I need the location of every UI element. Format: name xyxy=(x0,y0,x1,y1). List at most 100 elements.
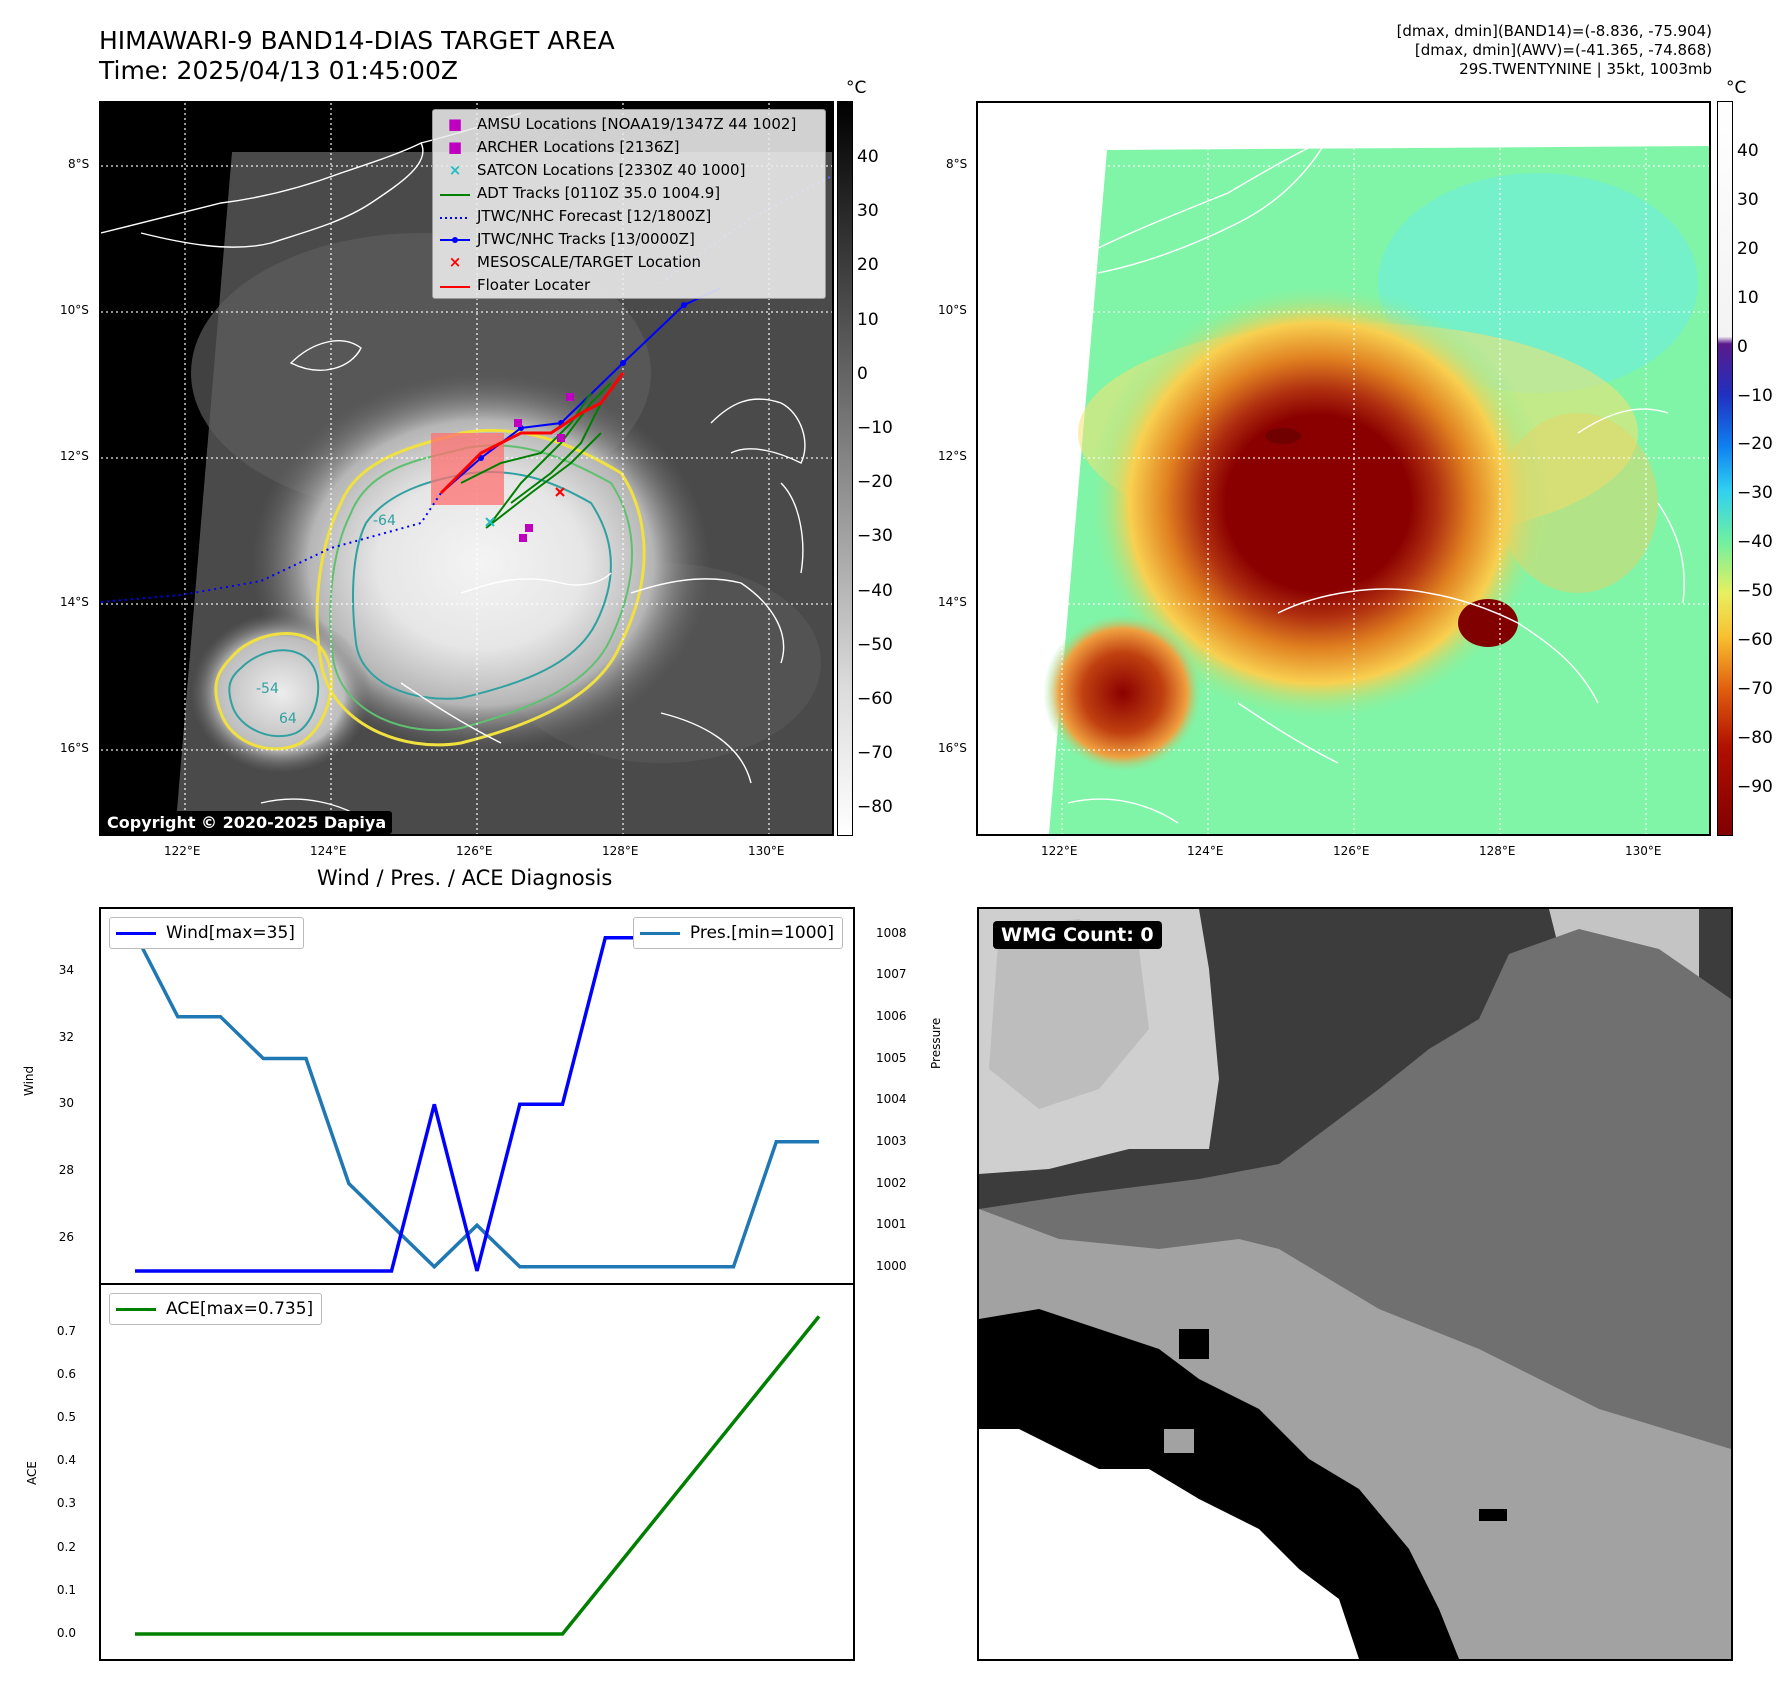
lat-label: 8°S xyxy=(946,157,968,171)
colorbar-tick-label: −40 xyxy=(1737,532,1773,553)
legend-item: ■ AMSU Locations [NOAA19/1347Z 44 1002] xyxy=(447,114,797,133)
legend-label: JTWC/NHC Tracks [13/0000Z] xyxy=(477,229,695,248)
awv-colorbar xyxy=(1717,101,1733,836)
lon-label: 126°E xyxy=(1333,844,1370,858)
colorbar-tick-label: −10 xyxy=(857,418,893,438)
lat-label: 12°S xyxy=(938,449,967,463)
lon-label: 122°E xyxy=(1041,844,1078,858)
axis-tick-label: 0.5 xyxy=(56,1409,76,1424)
colorbar-tick-label: −50 xyxy=(1737,581,1773,602)
map-legend: ■ AMSU Locations [NOAA19/1347Z 44 1002] ■… xyxy=(432,109,826,299)
lat-label: 12°S xyxy=(60,449,89,463)
colorbar-tick-label: 20 xyxy=(857,255,879,276)
wind-axis-label: Wind xyxy=(22,1065,36,1096)
legend-item: JTWC/NHC Tracks [13/0000Z] xyxy=(433,227,825,250)
lon-label: 128°E xyxy=(1479,844,1516,858)
axis-tick-label: 0.6 xyxy=(56,1366,76,1381)
wmg-count-badge: WMG Count: 0 xyxy=(993,921,1162,949)
colorbar-tick-label: 10 xyxy=(1737,287,1759,308)
awv-map-canvas xyxy=(978,103,1709,834)
contour-label: -64 xyxy=(373,513,396,529)
wind-legend: Wind[max=35] xyxy=(109,917,304,949)
colorbar-tick-label: −30 xyxy=(1737,483,1773,504)
legend-item: Floater Locater xyxy=(433,273,825,296)
colorbar-tick-label: 40 xyxy=(1737,141,1759,161)
colorbar-tick-label: 40 xyxy=(857,147,879,167)
axis-tick-label: 0.3 xyxy=(56,1496,76,1511)
axis-tick-label: 1005 xyxy=(876,1050,907,1065)
lon-label: 128°E xyxy=(602,844,639,858)
ace-legend: ACE[max=0.735] xyxy=(109,1293,323,1325)
lat-label: 16°S xyxy=(60,741,89,755)
axis-tick-label: 1001 xyxy=(876,1217,907,1232)
legend-item: × SATCON Locations [2330Z 40 1000] xyxy=(448,160,746,179)
wmg-panel: WMG Count: 0 xyxy=(977,907,1733,1661)
axis-tick-label: 34 xyxy=(58,963,74,977)
legend-item: ■ ARCHER Locations [2136Z] xyxy=(447,137,680,156)
lat-label: 8°S xyxy=(68,157,90,171)
legend-item: ADT Tracks [0110Z 35.0 1004.9] xyxy=(433,181,825,204)
legend-label: SATCON Locations [2330Z 40 1000] xyxy=(477,160,746,179)
figure-title: HIMAWARI-9 BAND14-DIAS TARGET AREA Time:… xyxy=(99,26,615,86)
legend-label: ARCHER Locations [2136Z] xyxy=(477,137,680,156)
axis-tick-label: 0.7 xyxy=(56,1323,76,1338)
colorbar-tick-label: −50 xyxy=(857,634,893,655)
wind-legend-label: Wind[max=35] xyxy=(166,923,295,943)
adt-tracks xyxy=(460,382,612,529)
colorbar-tick-label: 10 xyxy=(857,309,879,330)
axis-tick-label: 1002 xyxy=(876,1175,907,1190)
axis-tick-label: 28 xyxy=(58,1163,74,1177)
legend-label: AMSU Locations [NOAA19/1347Z 44 1002] xyxy=(477,114,797,133)
ir-colorbar xyxy=(837,101,853,836)
lat-label: 14°S xyxy=(60,595,89,609)
coastlines xyxy=(1067,107,1685,824)
colorbar-tick-label: −20 xyxy=(857,472,893,493)
wind-pressure-plot xyxy=(133,932,819,1273)
lon-label: 124°E xyxy=(1187,844,1224,858)
ace-axis-label: ACE xyxy=(25,1461,39,1485)
colorbar-tick-label: 30 xyxy=(857,201,879,222)
colorbar-tick-label: −70 xyxy=(857,743,893,764)
colorbar-tick-label: 30 xyxy=(1737,189,1759,210)
ace-legend-label: ACE[max=0.735] xyxy=(166,1299,314,1319)
archer-markers xyxy=(514,393,574,542)
wind-pressure-panel: Wind[max=35] Pres.[min=1000] xyxy=(99,907,855,1285)
axis-tick-label: 0.0 xyxy=(56,1626,76,1641)
info-band14: [dmax, dmin](BAND14)=(-8.836, -75.904) xyxy=(1396,22,1712,40)
colorbar-unit: °C xyxy=(846,78,867,98)
pressure-legend-label: Pres.[min=1000] xyxy=(689,923,834,943)
axis-tick-label: 1004 xyxy=(876,1092,907,1107)
axis-tick-label: 1003 xyxy=(876,1133,907,1148)
colorbar-tick-label: −60 xyxy=(857,689,893,709)
wind-line xyxy=(135,935,819,1273)
lat-label: 10°S xyxy=(60,303,89,317)
axis-tick-label: 1006 xyxy=(876,1008,907,1023)
axis-tick-label: 1007 xyxy=(876,967,907,982)
legend-label: JTWC/NHC Forecast [12/1800Z] xyxy=(477,206,712,225)
axis-tick-label: 32 xyxy=(58,1029,74,1044)
graticule xyxy=(978,103,1709,834)
lat-label: 14°S xyxy=(938,595,967,609)
wmg-canvas xyxy=(979,909,1731,1659)
colorbar-tick-label: −70 xyxy=(1737,678,1773,699)
axis-tick-label: 30 xyxy=(58,1096,74,1111)
legend-label: Floater Locater xyxy=(477,275,591,294)
title-line-2: Time: 2025/04/13 01:45:00Z xyxy=(99,56,458,85)
title-line-1: HIMAWARI-9 BAND14-DIAS TARGET AREA xyxy=(99,26,615,55)
floater-path xyxy=(439,372,625,495)
contour-label: 64 xyxy=(279,711,297,727)
legend-item: × MESOSCALE/TARGET Location xyxy=(448,252,702,271)
colorbar-tick-label: −80 xyxy=(1737,727,1773,748)
target-marker xyxy=(555,487,565,497)
ace-plot xyxy=(135,1315,821,1636)
pressure-axis-label: Pressure xyxy=(929,1017,943,1069)
storm-cloud-shield xyxy=(251,373,711,753)
legend-item: JTWC/NHC Forecast [12/1800Z] xyxy=(433,204,825,227)
colorbar-tick-label: 20 xyxy=(1737,238,1759,259)
colorbar-tick-label: −90 xyxy=(1737,776,1773,797)
axis-tick-label: 1000 xyxy=(876,1258,907,1273)
lat-label: 16°S xyxy=(938,741,967,755)
forecast-track xyxy=(101,492,442,603)
lon-label: 122°E xyxy=(164,844,201,858)
ace-panel: ACE[max=0.735] xyxy=(99,1283,855,1661)
